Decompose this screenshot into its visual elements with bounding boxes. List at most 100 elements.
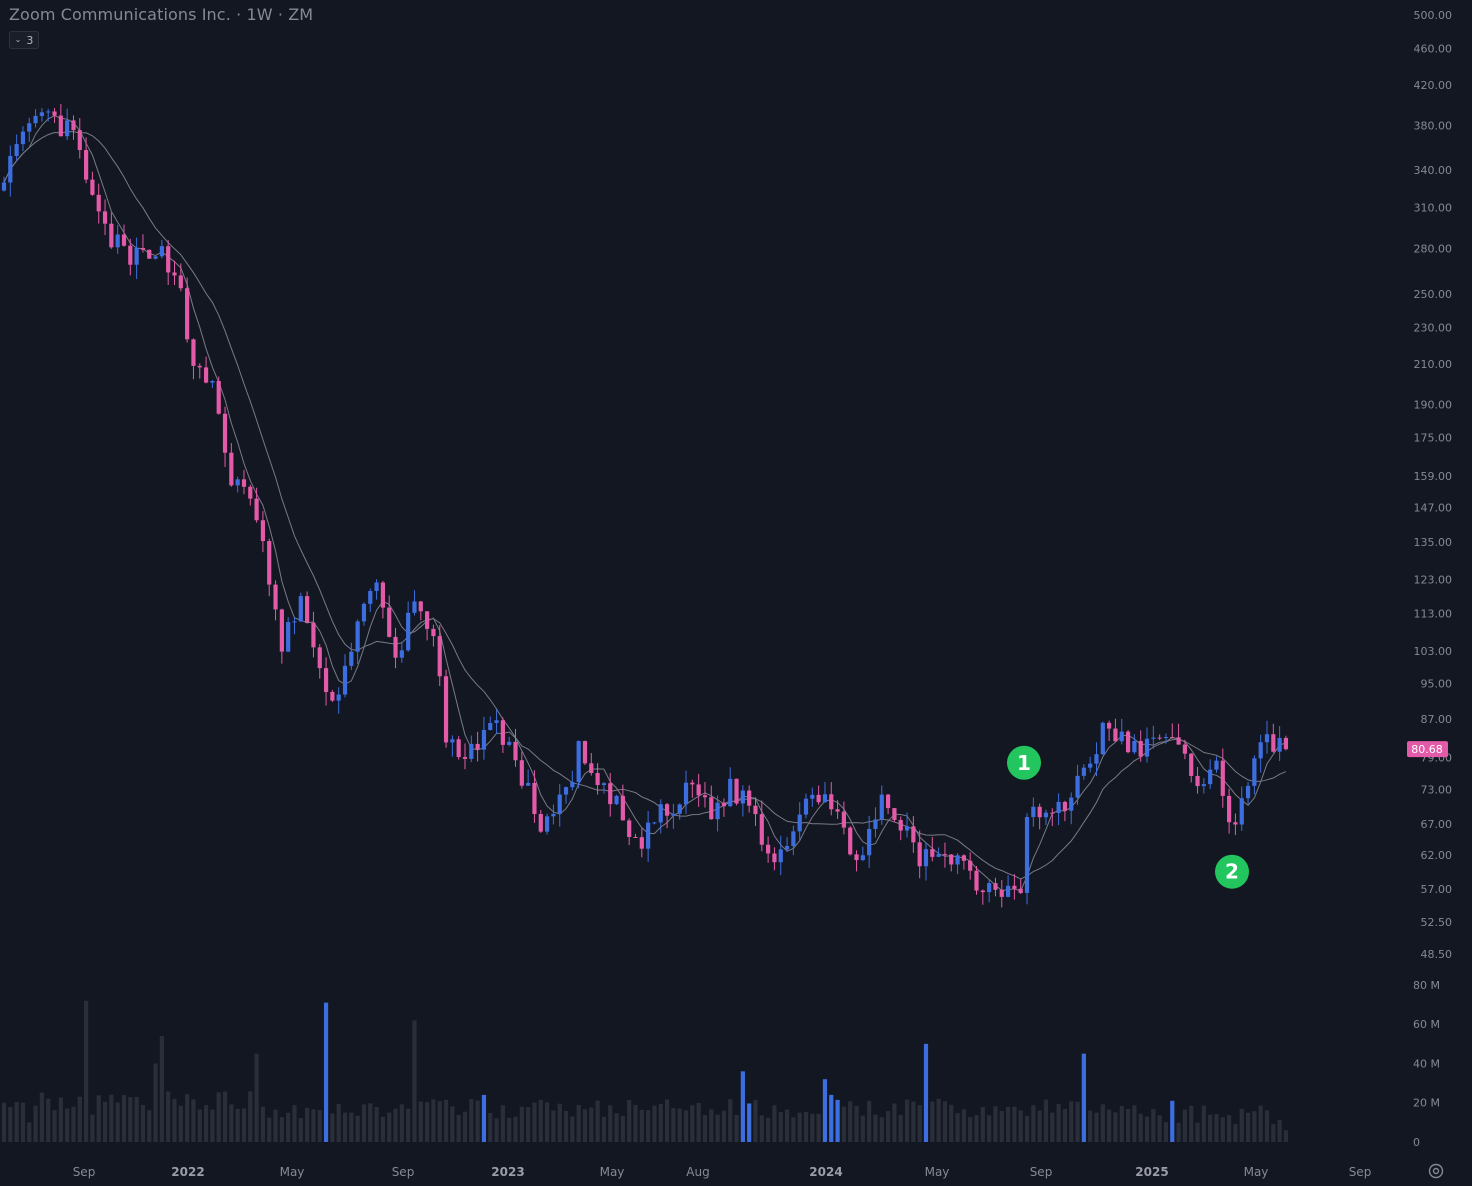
volume-bar <box>393 1108 398 1142</box>
candle <box>1252 755 1257 795</box>
volume-bar <box>784 1109 790 1142</box>
candle <box>519 751 524 789</box>
volume-bar <box>229 1104 234 1142</box>
candle <box>816 785 821 805</box>
volume-bar <box>589 1107 594 1142</box>
volume-bar <box>595 1100 600 1142</box>
candle <box>203 356 209 384</box>
price-tick-label: 103.00 <box>1414 645 1453 658</box>
time-tick-label: 2022 <box>171 1165 204 1179</box>
volume-bar <box>1195 1122 1200 1142</box>
settings-gear-icon[interactable] <box>1427 1162 1445 1180</box>
candle <box>1157 734 1162 741</box>
price-tick-label: 95.00 <box>1421 677 1453 690</box>
candle <box>83 137 89 184</box>
volume-bar <box>1075 1101 1080 1142</box>
candle <box>260 511 266 553</box>
candle <box>197 363 202 379</box>
volume-bar <box>728 1099 733 1142</box>
candle <box>1 176 7 192</box>
candle <box>911 816 916 853</box>
price-tick-label: 87.00 <box>1421 713 1453 726</box>
volume-bar <box>311 1109 316 1142</box>
candle <box>702 782 708 808</box>
volume-bar <box>544 1102 550 1142</box>
volume-bar <box>1125 1108 1131 1142</box>
volume-bar <box>608 1105 613 1142</box>
candle <box>90 171 95 196</box>
candle <box>185 277 190 343</box>
candle <box>462 743 468 770</box>
candle <box>191 338 196 380</box>
candle <box>1075 764 1080 805</box>
volume-bar <box>1037 1110 1042 1142</box>
volume-bar <box>27 1122 32 1142</box>
indicators-toggle-button[interactable]: ⌄ 3 <box>9 31 39 49</box>
volume-bar <box>867 1100 872 1142</box>
volume-bar <box>317 1109 322 1142</box>
price-axis[interactable]: 500.00 460.00 420.00 380.00 340.00 310.00 280.… <box>1414 9 1453 961</box>
volume-bar <box>803 1111 809 1142</box>
candle <box>1069 792 1074 825</box>
time-tick-label: Sep <box>1030 1165 1053 1179</box>
candle <box>65 108 70 141</box>
candle <box>936 847 941 858</box>
time-tick-label: May <box>1244 1165 1269 1179</box>
volume-tick-label: 40 M <box>1413 1057 1440 1070</box>
candle <box>1201 778 1206 794</box>
last-price-value: 80.68 <box>1411 743 1443 756</box>
volume-bar <box>147 1110 152 1142</box>
candle <box>835 800 840 819</box>
candle <box>942 842 948 868</box>
symbol-header[interactable]: Zoom Communications Inc. · 1W · ZM <box>9 5 314 24</box>
volume-bar <box>412 1020 417 1142</box>
candle <box>39 108 44 122</box>
candle <box>803 793 809 819</box>
volume-bar <box>1100 1104 1105 1142</box>
volume-bar <box>923 1043 929 1142</box>
volume-bar <box>677 1108 682 1142</box>
candle <box>178 263 183 292</box>
svg-text:2: 2 <box>1225 860 1239 884</box>
candle <box>406 601 411 652</box>
candle <box>1220 748 1225 808</box>
volume-bar <box>159 1035 164 1142</box>
volume-bar <box>1018 1110 1023 1142</box>
candle <box>1037 803 1042 830</box>
volume-bar <box>1189 1105 1194 1142</box>
annotation-marker-2: 2 <box>1215 854 1249 889</box>
time-tick-label: May <box>280 1165 305 1179</box>
candle <box>1100 721 1105 755</box>
candle <box>1233 813 1238 836</box>
candle <box>532 770 537 823</box>
volume-bar <box>1081 1053 1086 1142</box>
candle <box>784 837 790 853</box>
volume-bar <box>374 1106 379 1142</box>
candle <box>589 753 594 776</box>
candle <box>620 784 625 821</box>
time-axis[interactable]: Sep 2022 May Sep 2023 May Aug 2024 May Sep 2025 May… <box>73 1165 1372 1179</box>
candle <box>923 842 929 881</box>
price-tick-label: 500.00 <box>1414 9 1453 22</box>
volume-bar <box>418 1101 423 1142</box>
volume-bar <box>658 1103 663 1142</box>
candle <box>500 717 505 753</box>
candle <box>342 654 348 698</box>
volume-bar <box>52 1110 57 1142</box>
candle <box>551 804 556 825</box>
candle <box>443 669 449 748</box>
volume-bar <box>892 1103 897 1142</box>
time-tick-label: 2024 <box>809 1165 842 1179</box>
volume-bar <box>109 1094 114 1142</box>
candle <box>715 795 720 832</box>
candle <box>664 802 670 829</box>
volume-axis: 80 M 60 M 40 M 20 M 0 <box>1413 979 1440 1149</box>
candle <box>570 770 575 791</box>
volume-bar <box>810 1113 815 1142</box>
volume-bar <box>646 1109 651 1142</box>
volume-bar <box>77 1096 82 1142</box>
candle <box>747 785 752 813</box>
ma-slow-line <box>3 131 1287 880</box>
volume-bar <box>791 1117 796 1142</box>
